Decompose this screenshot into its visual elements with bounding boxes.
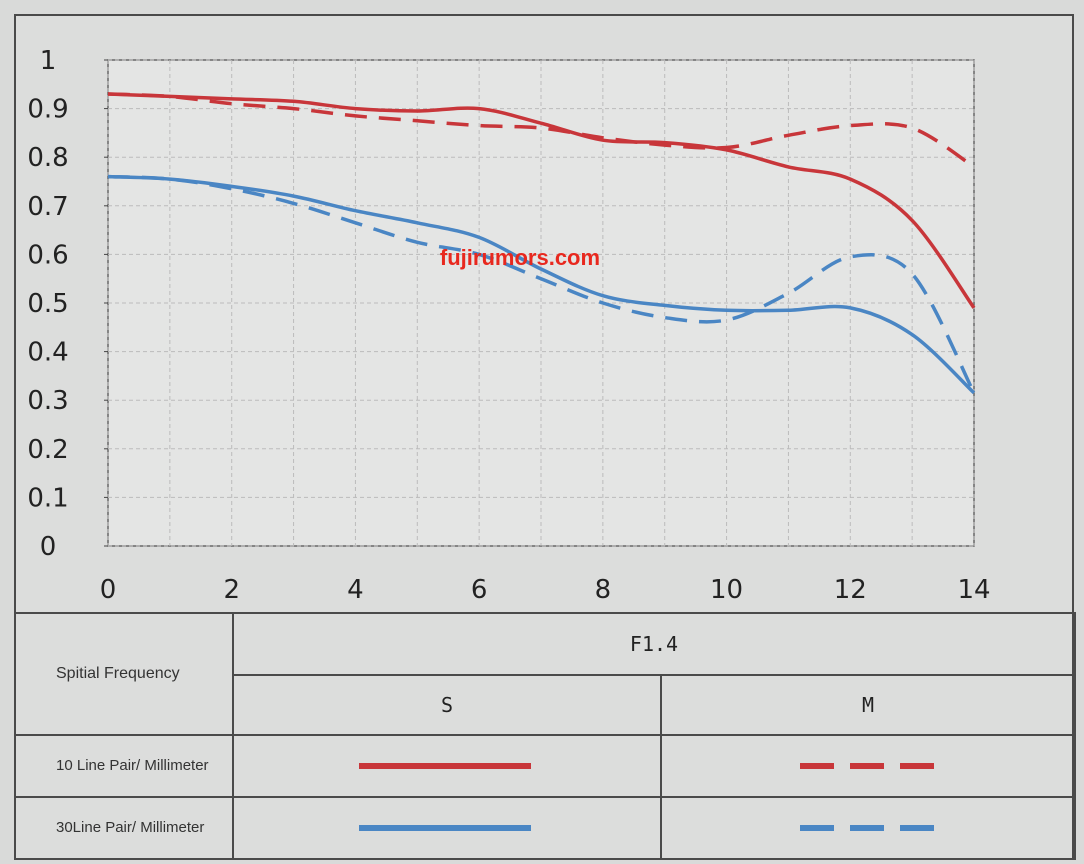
x-tick-label: 6 <box>471 575 488 605</box>
x-tick-label: 14 <box>957 575 990 605</box>
y-tick-label: 0.7 <box>27 192 68 222</box>
watermark: fujirumors.com <box>440 245 600 270</box>
x-tick-label: 4 <box>347 575 364 605</box>
series-line-0 <box>107 92 976 309</box>
series-line-1 <box>107 92 975 169</box>
y-tick-label: 0 <box>40 532 57 562</box>
series-line-2 <box>107 174 976 395</box>
series-lines <box>107 92 976 395</box>
legend-table: Spitial Frequency F1.4 S M 10 Line Pair/… <box>14 612 1077 860</box>
y-tick-label: 1 <box>40 46 57 76</box>
y-tick-label: 0.3 <box>27 386 68 416</box>
y-axis-ticks: 0 0.1 0.2 0.3 0.4 0.5 0.6 0.7 0.8 0.9 1 <box>27 46 108 562</box>
y-tick-label: 0.9 <box>27 95 68 125</box>
row-10lp-label: 10 Line Pair/ Millimeter <box>14 734 234 798</box>
x-tick-label: 10 <box>710 575 743 605</box>
legend-30lp-s <box>232 796 662 860</box>
legend-10lp-m <box>659 734 1077 798</box>
x-tick-label: 8 <box>595 575 612 605</box>
y-tick-label: 0.2 <box>27 435 68 465</box>
x-axis-ticks: 0 2 4 6 8 10 12 14 <box>100 575 991 605</box>
y-tick-label: 0.6 <box>27 240 68 270</box>
y-tick-label: 0.5 <box>27 289 68 319</box>
y-tick-label: 0.4 <box>27 338 68 368</box>
grid <box>107 59 975 547</box>
legend-line-30lp-s <box>359 824 531 831</box>
x-tick-label: 0 <box>100 575 117 605</box>
legend-30lp-m <box>659 796 1077 860</box>
meridional-header: M <box>659 674 1077 736</box>
y-tick-label: 0.8 <box>27 143 68 173</box>
y-tick-label: 0.1 <box>27 483 68 513</box>
x-tick-label: 12 <box>834 575 867 605</box>
legend-line-10lp-m <box>800 762 936 769</box>
legend-line-10lp-s <box>359 762 531 769</box>
mtf-chart: 0 0.1 0.2 0.3 0.4 0.5 0.6 0.7 0.8 0.9 1 0 2 4 6 8 10 12 1… <box>27 46 991 605</box>
sagittal-header: S <box>232 674 662 736</box>
series-line-3 <box>107 174 976 394</box>
x-tick-label: 2 <box>223 575 240 605</box>
row-30lp-label: 30Line Pair/ Millimeter <box>14 796 234 860</box>
legend-10lp-s <box>232 734 662 798</box>
spatial-frequency-header: Spitial Frequency <box>14 612 234 736</box>
legend-line-30lp-m <box>800 824 936 831</box>
aperture-header: F1.4 <box>231 612 1077 676</box>
spatial-frequency-label: Spitial Frequency <box>56 665 180 682</box>
